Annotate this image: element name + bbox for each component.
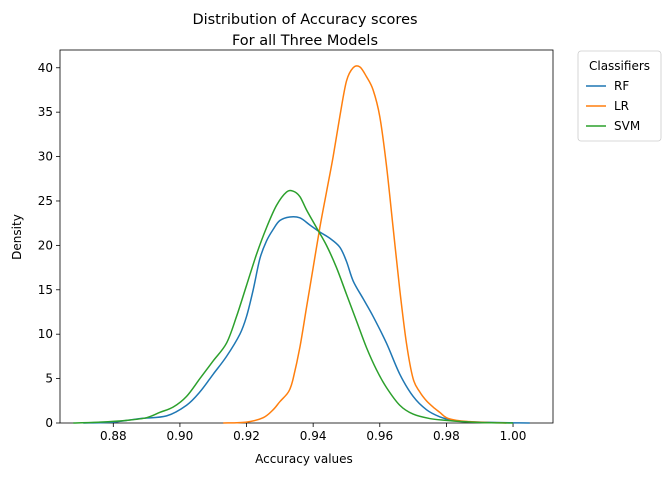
y-tick-label: 25 xyxy=(38,194,53,208)
x-axis-label: Accuracy values xyxy=(255,452,353,466)
legend-label-lr: LR xyxy=(614,99,629,113)
x-tick-label: 1.00 xyxy=(500,429,527,443)
x-tick-label: 0.94 xyxy=(300,429,327,443)
series-line-lr xyxy=(223,65,507,424)
y-tick-label: 40 xyxy=(38,61,53,75)
legend-title: Classifiers xyxy=(589,59,650,73)
legend-box xyxy=(577,50,662,142)
x-axis-ticks: 0.88 0.90 0.92 0.94 0.96 0.98 1.00 xyxy=(100,423,526,443)
x-tick-label: 0.96 xyxy=(366,429,393,443)
y-tick-label: 20 xyxy=(38,238,53,252)
x-tick-label: 0.98 xyxy=(433,429,460,443)
x-tick-label: 0.90 xyxy=(167,429,194,443)
y-tick-label: 35 xyxy=(38,105,53,119)
y-tick-label: 0 xyxy=(45,416,53,430)
legend-label-svm: SVM xyxy=(614,119,640,133)
chart-title-line-2: For all Three Models xyxy=(232,33,378,49)
legend-label-rf: RF xyxy=(614,79,629,93)
y-axis-label: Density xyxy=(10,214,24,260)
y-axis-ticks: 0 5 10 15 20 25 30 35 40 xyxy=(38,61,60,430)
y-tick-label: 5 xyxy=(45,372,53,386)
x-tick-label: 0.88 xyxy=(100,429,127,443)
legend-items: RF LR SVM xyxy=(586,79,640,133)
plot-area-frame xyxy=(59,49,554,424)
series-lines xyxy=(73,65,530,424)
series-line-svm xyxy=(73,189,514,424)
x-tick-label: 0.92 xyxy=(233,429,260,443)
chart-title-line-1: Distribution of Accuracy scores xyxy=(192,12,417,28)
y-tick-label: 30 xyxy=(38,150,53,164)
series-line-rf xyxy=(83,215,530,424)
y-tick-label: 15 xyxy=(38,283,53,297)
legend: Classifiers RF LR SVM xyxy=(577,50,662,142)
y-tick-label: 10 xyxy=(38,327,53,341)
